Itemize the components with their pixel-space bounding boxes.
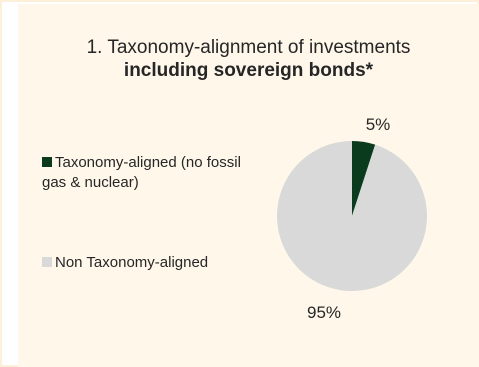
pie-slices — [276, 141, 427, 291]
chart-subtitle: including sovereign bonds* — [123, 60, 374, 81]
pie-slice-taxonomy-aligned — [352, 141, 376, 216]
data-label-taxonomy-aligned: 5% — [366, 115, 391, 134]
legend-swatch-taxonomy-aligned — [42, 157, 52, 167]
data-label-non-taxonomy-aligned: 95% — [307, 303, 341, 322]
chart-title: 1. Taxonomy-alignment of investments inc… — [18, 36, 479, 82]
legend-item-taxonomy-aligned: Taxonomy-aligned (no fossil gas & nuclea… — [42, 153, 262, 193]
legend-label-non-taxonomy-aligned: Non Taxonomy-aligned — [55, 254, 209, 271]
legend-item-non-taxonomy-aligned: Non Taxonomy-aligned — [42, 253, 262, 273]
pie-chart: 5% 95% — [276, 115, 427, 322]
legend-swatch-non-taxonomy-aligned — [42, 257, 52, 267]
chart-panel: 1. Taxonomy-alignment of investments inc… — [18, 4, 479, 367]
legend-label-taxonomy-aligned: Taxonomy-aligned (no fossil gas & nuclea… — [42, 154, 241, 191]
chart-title-line1: 1. Taxonomy-alignment of investments — [86, 37, 411, 58]
pie-slice-non-taxonomy-aligned — [276, 141, 427, 291]
